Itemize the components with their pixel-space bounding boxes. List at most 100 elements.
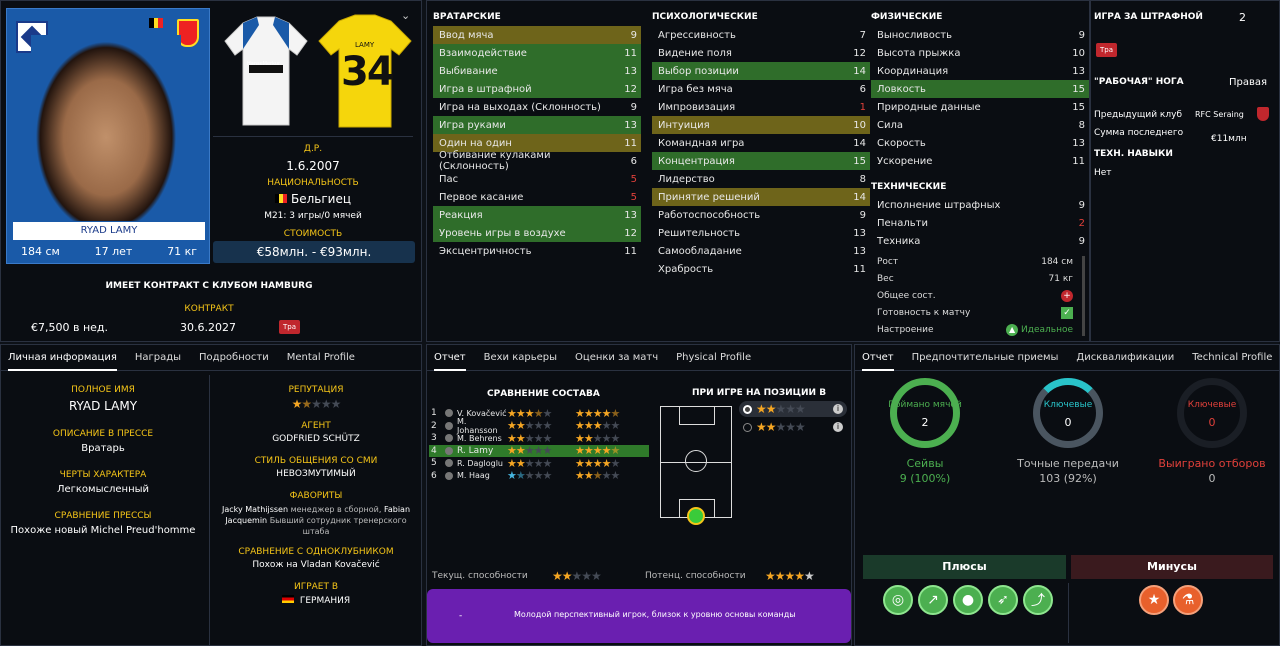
mental-attr-row[interactable]: Концентрация 15 (652, 152, 870, 170)
fav1-role: менеджер в сборной, (290, 505, 382, 514)
attr-value: 13 (853, 227, 866, 239)
gk-attr-row[interactable]: Выбивание 13 (433, 62, 641, 80)
physical-attr-row[interactable]: Координация 13 (871, 62, 1089, 80)
away-kit-image (317, 13, 413, 129)
squad-row[interactable]: 6 M. Haag ★★★★★ ★★★★★ (429, 469, 649, 483)
nationality-label: НАЦИОНАЛЬНОСТЬ (267, 178, 359, 188)
gk-attr-row[interactable]: Отбивание кулаками (Склонность) 6 (433, 150, 641, 172)
attr-name: Уровень игры в воздухе (439, 227, 566, 239)
germany-flag-icon (281, 595, 294, 603)
gk-attr-row[interactable]: Игра на выходах (Склонность) 9 (433, 98, 641, 116)
tab-1[interactable]: Предпочтительные приемы (911, 352, 1059, 363)
attr-value: 13 (1072, 65, 1085, 77)
nation-flag-icon (274, 194, 287, 203)
tab-3[interactable]: Mental Profile (286, 352, 355, 363)
gk-attr-row[interactable]: Игра в штрафной 12 (433, 80, 641, 98)
attributes-scrollbar[interactable] (1082, 256, 1085, 336)
physical-attr-row[interactable]: Ускорение 11 (871, 152, 1089, 170)
gk-attr-row[interactable]: Ввод мяча 9 (433, 26, 641, 44)
collapse-chevron-icon[interactable]: ⌄ (401, 9, 411, 22)
gk-attr-row[interactable]: Реакция 13 (433, 206, 641, 224)
mental-attr-row[interactable]: Храбрость 11 (652, 260, 870, 278)
tab-2[interactable]: Оценки за матч (575, 352, 659, 363)
condition-label: Общее сост. (877, 290, 936, 301)
side-transfer-tag[interactable]: Тра (1096, 43, 1118, 57)
current-ability-label: Текущ. способности (432, 571, 528, 581)
mental-attr-row[interactable]: Выбор позиции 14 (652, 62, 870, 80)
mental-attr-row[interactable]: Интуиция 10 (652, 116, 870, 134)
report-panel: Отчет Вехи карьеры Оценки за матч Physical … (426, 344, 852, 646)
star-icon[interactable]: ★ (1139, 585, 1169, 615)
mental-attr-row[interactable]: Командная игра 14 (652, 134, 870, 152)
physical-attr-row[interactable]: Сила 8 (871, 116, 1089, 134)
physical-attr-row[interactable]: Выносливость 9 (871, 26, 1089, 44)
personal-tabs: Личная информация Награды Подробности Menta… (1, 345, 421, 371)
gk-attr-row[interactable]: Один на один 11 (433, 134, 641, 152)
squad-potential-stars: ★★★★★ (575, 469, 620, 483)
mental-attr-row[interactable]: Решительность 13 (652, 224, 870, 242)
home-kit-image (223, 15, 309, 127)
tab-1[interactable]: Награды (134, 352, 182, 363)
technical-attr-row[interactable]: Техника 9 (871, 232, 1089, 250)
squad-player-name: V. Kovačević (457, 408, 507, 418)
squad-current-stars: ★★★★★ (507, 431, 552, 445)
physical-attr-row[interactable]: Природные данные 15 (871, 98, 1089, 116)
saves-ring (890, 378, 960, 448)
tab-0[interactable]: Отчет (862, 345, 894, 371)
squad-row[interactable]: 1 V. Kovačević ★★★★★ ★★★★★ (429, 407, 649, 420)
gk-attr-row[interactable]: Игра руками 13 (433, 116, 641, 134)
physical-attributes: ФИЗИЧЕСКИЕ Выносливость 9 Высота прыжка 10 К… (871, 8, 1089, 250)
mental-attr-row[interactable]: Игра без мяча 6 (652, 80, 870, 98)
attr-value: 8 (859, 173, 866, 185)
flask-icon[interactable]: ⚗ (1173, 585, 1203, 615)
rocket-icon[interactable]: ➶ (988, 585, 1018, 615)
info-icon[interactable]: i (833, 404, 843, 414)
tab-2[interactable]: Дисквалификации (1076, 352, 1175, 363)
fav1-name: Jacky Mathijssen (221, 505, 289, 514)
squad-potential-stars: ★★★★★ (575, 431, 620, 445)
brain-icon[interactable]: ● (953, 585, 983, 615)
technical-attr-row[interactable]: Исполнение штрафных 9 (871, 196, 1089, 214)
tab-0[interactable]: Личная информация (8, 345, 117, 371)
squad-player-name: M. Haag (457, 471, 490, 481)
physical-attr-row[interactable]: Высота прыжка 10 (871, 44, 1089, 62)
gk-attr-row[interactable]: Уровень игры в воздухе 12 (433, 224, 641, 242)
squad-row[interactable]: 3 M. Behrens ★★★★★ ★★★★★ (429, 432, 649, 445)
target-icon[interactable]: ◎ (883, 585, 913, 615)
kit-name-label: LAMY (355, 41, 375, 49)
player-avatar-icon (445, 459, 453, 468)
position-rating-alt[interactable]: ★★★★★ i (739, 419, 847, 435)
mental-attr-row[interactable]: Лидерство 8 (652, 170, 870, 188)
info-icon-2[interactable]: i (833, 422, 843, 432)
saves-inner-value: 2 (921, 416, 929, 429)
physical-attr-row[interactable]: Скорость 13 (871, 134, 1089, 152)
tab-0[interactable]: Отчет (434, 345, 466, 371)
mental-attr-row[interactable]: Принятие решений 14 (652, 188, 870, 206)
squad-row[interactable]: 5 R. Dagloglu ★★★★★ ★★★★★ (429, 457, 649, 470)
tab-2[interactable]: Подробности (199, 352, 269, 363)
position-rating-gk[interactable]: ★★★★★ i (739, 401, 847, 417)
physical-attr-row[interactable]: Ловкость 15 (871, 80, 1089, 98)
mental-attr-row[interactable]: Самообладание 13 (652, 242, 870, 260)
gk-attr-row[interactable]: Первое касание 5 (433, 188, 641, 206)
attr-name: Игра на выходах (Склонность) (439, 101, 601, 113)
attr-value: 10 (853, 119, 866, 131)
tab-1[interactable]: Вехи карьеры (483, 352, 558, 363)
nationality-text: Бельгиец (290, 192, 351, 206)
squad-row[interactable]: 2 M. Johansson ★★★★★ ★★★★★ (429, 417, 649, 435)
squad-row[interactable]: 4 R. Lamy ★★★★★ ★★★★★ (429, 444, 649, 457)
mental-attr-row[interactable]: Агрессивность 7 (652, 26, 870, 44)
mental-attr-row[interactable]: Видение поля 12 (652, 44, 870, 62)
tab-3[interactable]: Physical Profile (676, 352, 752, 363)
tab-3[interactable]: Technical Profile (1192, 352, 1273, 363)
gk-attr-row[interactable]: Взаимодействие 11 (433, 44, 641, 62)
mental-attr-row[interactable]: Работоспособность 9 (652, 206, 870, 224)
technical-attr-row[interactable]: Пенальти 2 (871, 214, 1089, 232)
jump-icon[interactable]: ⤴ (1023, 585, 1053, 615)
gk-attr-row[interactable]: Пас 5 (433, 170, 641, 188)
gk-attr-row[interactable]: Эксцентричность 11 (433, 242, 641, 260)
transfer-tag[interactable]: Тра (279, 320, 301, 334)
trend-up-icon[interactable]: ↗ (918, 585, 948, 615)
mental-attr-row[interactable]: Импровизация 1 (652, 98, 870, 116)
attr-value: 10 (1072, 47, 1085, 59)
